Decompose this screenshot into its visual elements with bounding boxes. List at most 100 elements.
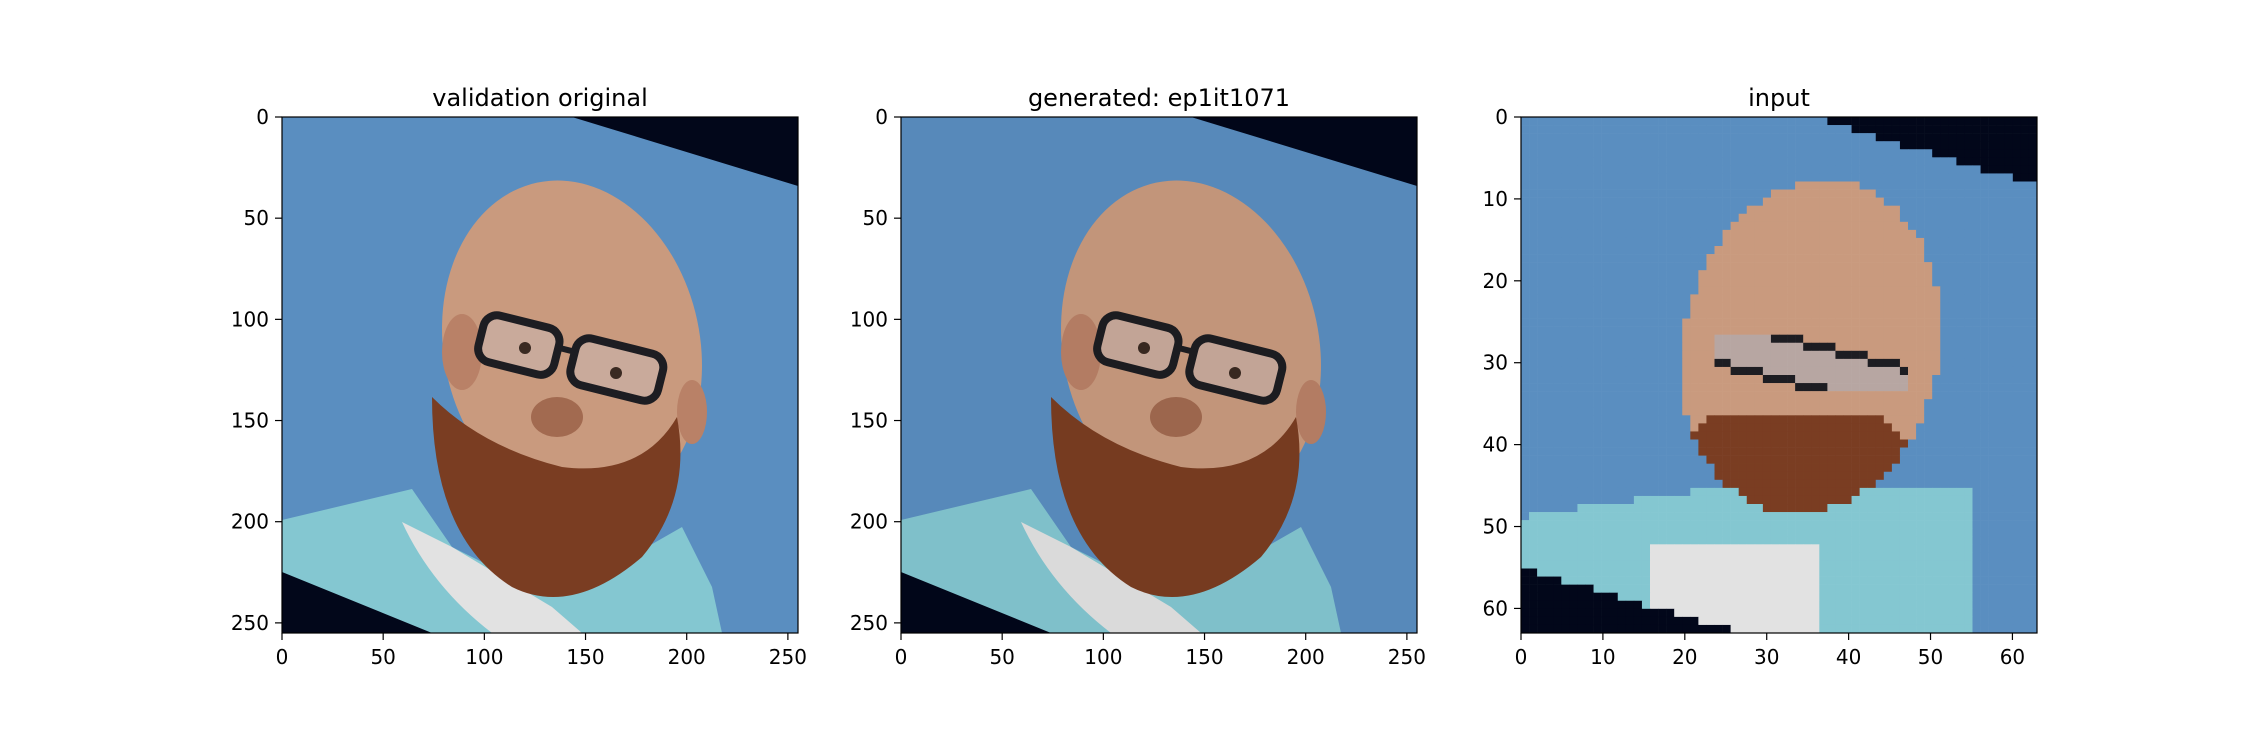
pixel	[1746, 181, 1756, 190]
pixel	[1658, 221, 1667, 231]
pixel	[1529, 294, 1538, 303]
pixel	[1682, 278, 1691, 287]
pixel	[1770, 181, 1780, 190]
pixel	[1851, 254, 1860, 263]
pixel	[1762, 125, 1772, 134]
pixel	[1690, 229, 1699, 239]
pixel	[1980, 149, 1989, 158]
pixel	[1762, 310, 1772, 319]
pixel	[1730, 455, 1739, 464]
pixel	[1819, 576, 1828, 585]
pixel	[1658, 302, 1667, 311]
pixel	[1859, 479, 1868, 489]
pixel	[1924, 584, 1933, 593]
pixel	[1674, 608, 1683, 618]
pixel	[2012, 294, 2022, 303]
pixel	[1682, 141, 1691, 150]
pixel	[1682, 197, 1691, 206]
pixel	[1633, 447, 1643, 456]
pixel	[1811, 197, 1820, 206]
pixel	[1585, 407, 1594, 416]
pixel	[1883, 624, 1893, 633]
pixel	[1529, 181, 1538, 190]
pixel	[1561, 189, 1570, 198]
pixel	[1819, 334, 1828, 344]
pixel	[1940, 528, 1949, 537]
pixel	[1972, 479, 1981, 489]
pixel	[1650, 495, 1659, 505]
pixel	[1851, 584, 1860, 593]
pixel	[1819, 310, 1828, 319]
pixel	[1770, 568, 1780, 577]
pixel	[1617, 262, 1627, 271]
pixel	[1940, 181, 1949, 190]
pixel	[1940, 544, 1949, 553]
pixel	[1948, 342, 1957, 352]
pixel	[1714, 455, 1723, 464]
pixel	[1553, 294, 1562, 303]
pixel	[2012, 157, 2022, 166]
pixel	[1859, 447, 1868, 456]
pixel	[1899, 415, 1909, 424]
pixel	[1561, 213, 1570, 223]
pixel	[1529, 149, 1538, 158]
pixel	[1835, 487, 1844, 497]
pixel	[2020, 334, 2030, 344]
pixel	[1521, 407, 1530, 416]
pixel	[1803, 624, 1812, 633]
pixel	[1577, 504, 1586, 513]
pixel	[1641, 415, 1651, 424]
x-tick-label: 0	[1515, 645, 1528, 669]
pixel	[1706, 552, 1715, 561]
pixel	[1891, 237, 1901, 247]
pixel	[1553, 528, 1562, 537]
pixel	[1891, 568, 1901, 577]
pixel	[1561, 165, 1570, 174]
pixel	[1827, 399, 1836, 408]
pixel	[1811, 270, 1820, 279]
pixel	[1545, 326, 1554, 335]
pixel	[1996, 278, 2006, 287]
pixel	[1577, 197, 1586, 206]
pixel	[1956, 600, 1965, 610]
pixel	[1666, 560, 1675, 569]
pixel	[1803, 205, 1812, 215]
pixel	[1529, 447, 1538, 456]
pixel	[1537, 520, 1546, 529]
pixel	[1980, 318, 1989, 327]
pixel	[1835, 149, 1844, 158]
pixel	[1819, 237, 1828, 247]
pixel	[1641, 205, 1651, 215]
pixel	[1803, 544, 1812, 553]
pixel	[1738, 616, 1748, 626]
pixel	[1996, 584, 2006, 593]
pixel	[2012, 504, 2022, 513]
pixel	[1964, 592, 1973, 602]
pixel	[1609, 568, 1619, 577]
pixel	[2004, 342, 2014, 352]
pixel	[1754, 487, 1764, 497]
pixel	[1964, 302, 1973, 311]
pixel	[1553, 391, 1562, 400]
pixel	[1577, 246, 1586, 255]
pixel	[1617, 221, 1627, 231]
pixel	[1996, 520, 2006, 529]
pixel	[1593, 455, 1602, 464]
pixel	[1561, 463, 1570, 473]
pixel	[1988, 278, 1997, 287]
pixel	[1787, 528, 1796, 537]
pixel	[1698, 141, 1707, 150]
pixel	[1585, 552, 1594, 561]
pixel	[1996, 189, 2006, 198]
pixel	[1625, 455, 1635, 464]
pixel	[1948, 568, 1957, 577]
pixel	[1561, 608, 1570, 618]
pixel	[1746, 165, 1756, 174]
pixel	[1537, 471, 1546, 481]
pixel	[1682, 616, 1691, 626]
pixel	[1601, 342, 1610, 352]
pixel	[1690, 415, 1699, 424]
pixel	[1980, 294, 1989, 303]
pixel	[1706, 181, 1715, 190]
pixel	[1561, 520, 1570, 529]
